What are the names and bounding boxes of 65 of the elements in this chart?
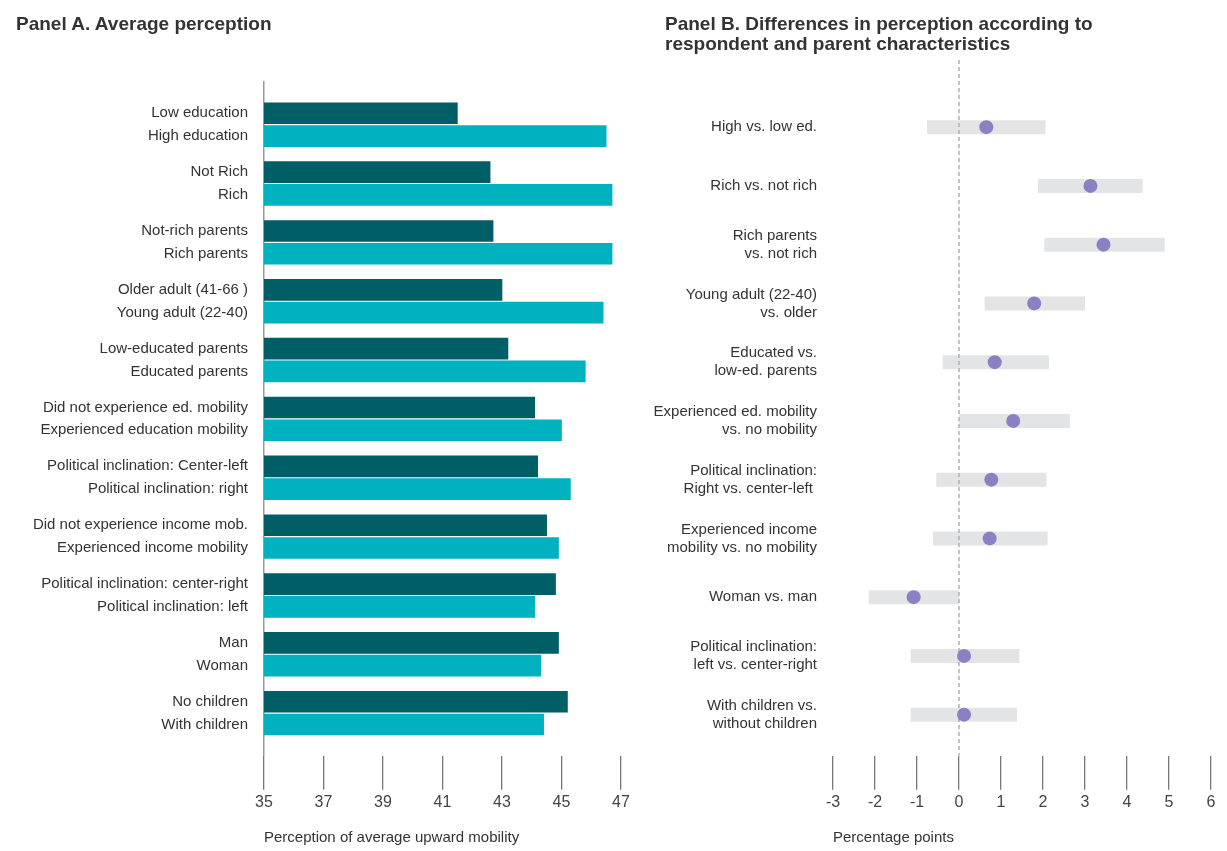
y-tick-label: Young adult (22-40) vs. older [685, 284, 817, 320]
x-tick-label: 6 [1206, 792, 1216, 810]
point [982, 531, 997, 546]
x-tick-label: 43 [493, 792, 511, 810]
y-tick-label: Political inclination: left [97, 596, 249, 614]
x-axis-title: Percentage points [833, 828, 954, 846]
point [984, 472, 999, 487]
y-tick-label: Experienced ed. mobility vs. no mobility [653, 402, 818, 438]
y-tick-label: Older adult (41-66 ) [117, 279, 248, 297]
x-tick-label: 41 [433, 792, 452, 810]
point [1083, 178, 1098, 193]
y-tick-label: Not-rich parents [141, 221, 248, 239]
y-tick-label: Experienced education mobility [40, 420, 249, 438]
x-tick-label: 37 [314, 792, 333, 810]
y-tick-label: Political inclination: center-right [41, 574, 249, 592]
point [957, 707, 972, 722]
x-tick-label: -3 [825, 792, 841, 810]
point [979, 120, 994, 135]
x-tick-label: 39 [374, 792, 392, 810]
x-tick-label: 1 [996, 792, 1006, 810]
y-tick-label: Political inclination: Right vs. center-left [683, 460, 817, 496]
y-tick-label: Political inclination: Center-left [47, 456, 249, 474]
y-tick-label: Low-educated parents [99, 338, 248, 356]
y-tick-label: Low education [151, 103, 248, 121]
y-tick-label: Woman vs. man [708, 587, 817, 605]
y-tick-label: High education [147, 126, 248, 144]
chart-title: Panel B. Differences in perception according to respondent and parent characteristics [665, 13, 1094, 54]
point [1027, 296, 1042, 311]
x-tick-label: 4 [1122, 792, 1132, 810]
y-tick-label: Rich vs. not rich [710, 176, 817, 194]
point [906, 590, 921, 605]
y-tick-label: Young adult (22-40) [116, 302, 248, 320]
y-tick-label: With children [161, 714, 248, 732]
x-tick-label: -1 [909, 792, 925, 810]
x-axis-title: Perception of average upward mobility [264, 828, 520, 846]
y-tick-label: Educated vs. low-ed. parents [714, 343, 817, 379]
y-tick-label: Not Rich [190, 162, 248, 180]
y-tick-label: High vs. low ed. [711, 117, 817, 135]
y-tick-label: Man [218, 633, 248, 651]
x-tick-label: -2 [867, 792, 883, 810]
x-tick-label: 2 [1038, 792, 1048, 810]
point [1006, 413, 1021, 428]
x-tick-label: 3 [1080, 792, 1090, 810]
y-tick-label: Woman [196, 655, 248, 673]
y-tick-label: Did not experience ed. mobility [42, 397, 249, 415]
y-tick-label: With children vs. without children [706, 695, 817, 731]
y-tick-label: Experienced income mobility [57, 538, 249, 556]
chart-title: Panel A. Average perception [16, 13, 273, 34]
point [1096, 237, 1111, 252]
point [987, 355, 1002, 370]
y-tick-label: Educated parents [130, 361, 248, 379]
y-tick-label: No children [172, 691, 248, 709]
y-tick-label: Did not experience income mob. [32, 515, 248, 533]
x-tick-label: 0 [954, 792, 964, 810]
x-tick-label: 35 [255, 792, 273, 810]
y-tick-label: Rich parents vs. not rich [732, 225, 817, 261]
x-tick-label: 5 [1164, 792, 1174, 810]
y-tick-label: Political inclination: right [87, 479, 249, 497]
y-tick-label: Experienced income mobility vs. no mobility [666, 519, 818, 555]
y-tick-label: Rich [217, 185, 248, 203]
y-tick-label: Political inclination: left vs. center-right [690, 637, 818, 673]
y-tick-label: Rich parents [163, 243, 248, 261]
x-tick-label: 45 [552, 792, 571, 810]
x-tick-label: 47 [612, 792, 630, 810]
point [957, 648, 972, 663]
